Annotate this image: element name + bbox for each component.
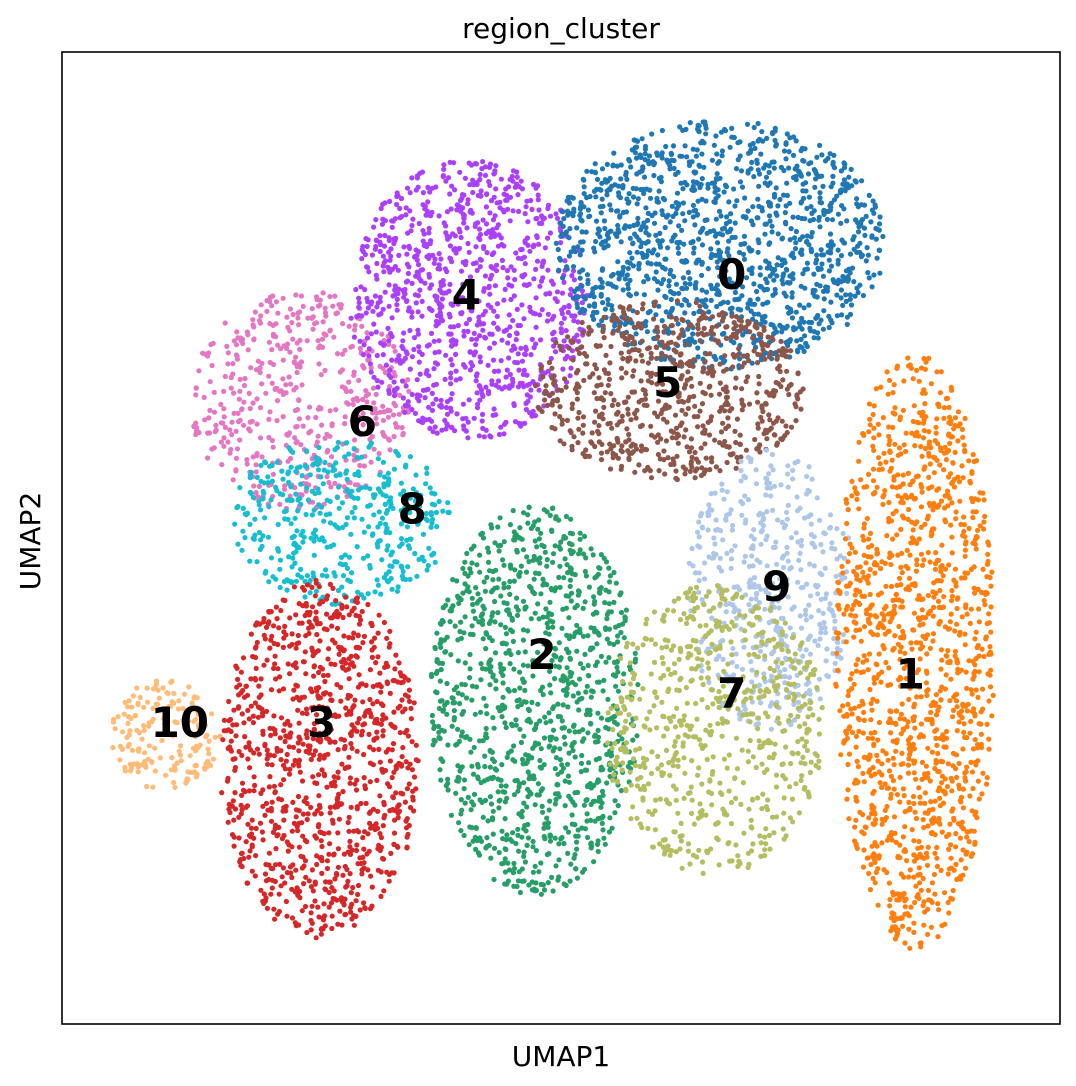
cluster-label-4: 4	[452, 271, 481, 320]
cluster-8-points	[232, 439, 452, 607]
cluster-3-points	[219, 577, 421, 941]
cluster-label-7: 7	[717, 669, 746, 718]
cluster-label-0: 0	[717, 250, 746, 299]
cluster-labels: 0 1 2 3 4 5 6 7 8 9 10	[151, 250, 925, 747]
cluster-5-points	[533, 298, 806, 483]
cluster-label-1: 1	[896, 650, 925, 699]
plot-frame	[61, 51, 1061, 1025]
chart-title: region_cluster	[462, 12, 660, 45]
x-axis-label: UMAP1	[512, 1040, 611, 1073]
cluster-label-10: 10	[151, 698, 209, 747]
cluster-6-points	[191, 290, 412, 512]
cluster-label-8: 8	[398, 484, 427, 533]
cluster-label-2: 2	[527, 630, 556, 679]
cluster-1-points	[833, 355, 996, 951]
cluster-label-9: 9	[762, 562, 791, 611]
cluster-2-points	[428, 504, 641, 897]
scatter-points	[110, 119, 996, 951]
y-axis-label: UMAP2	[14, 492, 47, 591]
cluster-label-5: 5	[653, 358, 682, 407]
cluster-label-3: 3	[307, 698, 336, 747]
cluster-7-points	[604, 583, 825, 877]
cluster-label-6: 6	[348, 397, 377, 446]
cluster-4-points	[348, 159, 593, 441]
cluster-10-points	[110, 678, 223, 791]
